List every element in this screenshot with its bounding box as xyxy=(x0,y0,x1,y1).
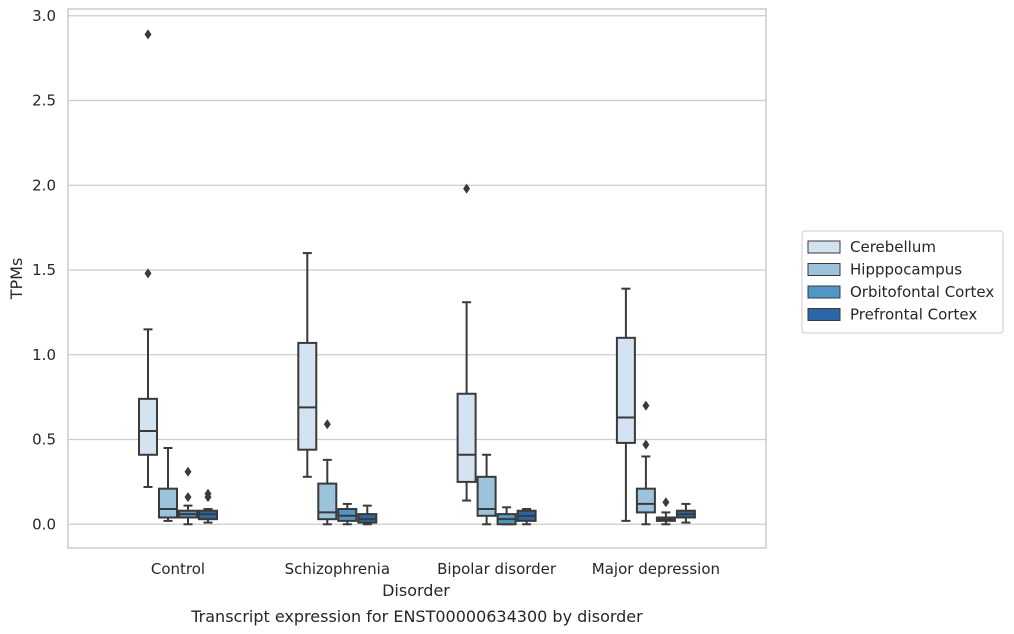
box-hipppocampus xyxy=(476,453,497,526)
box-body xyxy=(476,475,497,517)
outlier-point xyxy=(144,268,152,279)
y-tick-label: 1.5 xyxy=(32,261,56,279)
chart-caption: Transcript expression for ENST0000063430… xyxy=(190,607,643,626)
box-plots xyxy=(138,29,696,526)
outlier-point xyxy=(323,419,331,430)
outlier-point xyxy=(184,466,192,477)
box-body xyxy=(635,487,656,514)
outlier-point xyxy=(642,400,650,411)
box-orbitofontal-cortex xyxy=(655,497,676,526)
x-tick-label: Schizophrenia xyxy=(285,560,390,578)
box-body xyxy=(615,336,636,444)
box-body xyxy=(317,482,338,521)
outlier-point xyxy=(662,497,670,508)
box-prefrontal-cortex xyxy=(198,488,218,524)
y-tick-label: 2.0 xyxy=(32,176,56,194)
box-hipppocampus xyxy=(635,400,656,526)
legend: Cerebellum Hipppocampus Orbitofontal Corte… xyxy=(801,230,1004,334)
legend-label: Cerebellum xyxy=(850,238,936,256)
box-orbitofontal-cortex xyxy=(178,466,198,526)
x-axis-label: Disorder xyxy=(382,581,450,600)
x-tick-labels: Control Schizophrenia Bipolar disorder Majo… xyxy=(151,560,720,578)
box-cerebellum xyxy=(297,252,318,478)
box-body xyxy=(456,392,477,483)
outlier-point xyxy=(144,29,152,40)
box-orbitofontal-cortex xyxy=(496,506,517,526)
y-tick-label: 0.5 xyxy=(32,431,56,449)
box-cerebellum xyxy=(138,29,158,488)
outlier-point xyxy=(184,492,192,503)
legend-swatch xyxy=(807,263,841,276)
box-hipppocampus xyxy=(158,446,178,522)
legend-label: Hipppocampus xyxy=(850,261,962,279)
box-body xyxy=(138,397,158,456)
box-prefrontal-cortex xyxy=(516,508,537,526)
x-tick-label: Control xyxy=(151,560,205,578)
box-orbitofontal-cortex xyxy=(337,502,358,526)
y-axis-label: TPMs xyxy=(7,258,26,301)
box-body xyxy=(158,487,178,519)
box-cerebellum xyxy=(615,287,636,522)
box-prefrontal-cortex xyxy=(357,504,378,526)
x-tick-label: Major depression xyxy=(592,560,720,578)
y-tick-label: 2.5 xyxy=(32,92,56,110)
legend-swatch xyxy=(807,240,841,254)
legend-label: Orbitofontal Cortex xyxy=(850,283,994,301)
plot-frame xyxy=(67,8,767,549)
outlier-point xyxy=(463,183,471,194)
y-tick-label: 3.0 xyxy=(32,7,56,25)
legend-frame xyxy=(801,230,1004,334)
box-cerebellum xyxy=(456,183,477,502)
outlier-point xyxy=(642,439,650,450)
legend-label: Prefrontal Cortex xyxy=(850,306,977,324)
x-tick-label: Bipolar disorder xyxy=(437,560,557,578)
box-body xyxy=(297,341,318,451)
legend-swatch xyxy=(807,308,841,321)
box-prefrontal-cortex xyxy=(675,502,696,524)
outlier-point xyxy=(204,488,212,499)
box-hipppocampus xyxy=(317,419,338,526)
y-tick-label: 0.0 xyxy=(32,515,56,533)
y-tick-labels: 0.0 0.5 1.0 1.5 2.0 2.5 3.0 xyxy=(32,7,56,533)
y-tick-label: 1.0 xyxy=(32,346,56,364)
legend-swatch xyxy=(807,285,841,299)
grid-lines xyxy=(68,15,766,525)
